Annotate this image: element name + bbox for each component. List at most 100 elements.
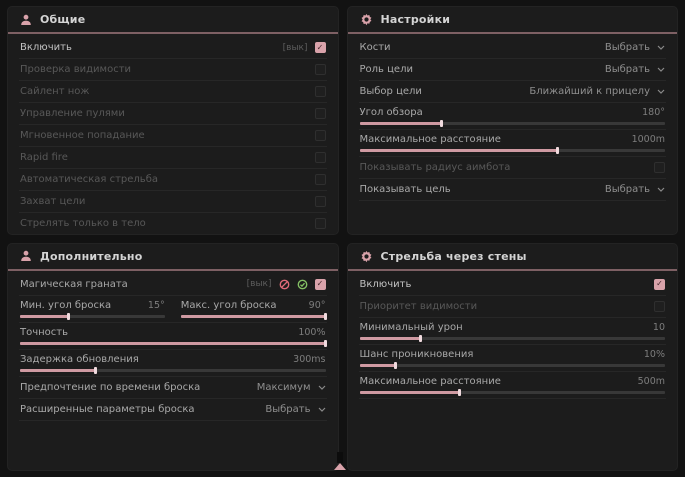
slider-fill (20, 366, 98, 374)
slider-value: 10% (643, 348, 665, 360)
slider-row-penetration: Шанс проникновения 10% (358, 345, 666, 372)
visibility-check-checkbox[interactable]: ✓ (314, 64, 326, 75)
body-only-checkbox[interactable]: ✓ (314, 218, 326, 229)
rapid-fire-checkbox[interactable]: ✓ (314, 152, 326, 163)
slider-row-max-distance: Максимальное расстояние 1000m (358, 130, 666, 157)
slider-value: 15° (147, 299, 165, 311)
advanced-throw-dropdown[interactable]: Выбрать (265, 404, 325, 415)
slash-circle-icon[interactable] (279, 279, 290, 290)
slider-row-fov: Угол обзора 180° (358, 103, 666, 130)
check-icon: ✓ (316, 279, 324, 288)
chevron-down-icon (657, 187, 665, 192)
auto-fire-checkbox[interactable]: ✓ (314, 174, 326, 185)
slider-col-min-angle: Мин. угол броска 15° (20, 299, 165, 320)
throw-time-dropdown[interactable]: Максимум (257, 382, 326, 393)
magic-grenade-checkbox[interactable]: ✓ (314, 278, 326, 290)
dropdown-value: Выбрать (604, 42, 650, 53)
chevron-down-icon (318, 407, 325, 412)
silent-knife-checkbox[interactable]: ✓ (314, 86, 326, 97)
bullet-control-checkbox[interactable]: ✓ (314, 108, 326, 119)
target-role-dropdown[interactable]: Выбрать (605, 64, 665, 75)
dropdown-value: Максимум (256, 381, 311, 393)
slider-fill (359, 334, 422, 342)
gear-icon (360, 13, 373, 26)
row-label: Шанс проникновения (359, 348, 474, 360)
dropdown-row-target-select: Выбор цели Ближайший к прицелу (358, 81, 666, 103)
wallbang-max-distance-slider[interactable] (359, 388, 665, 396)
slider-row-min-damage: Минимальный урон 10 (358, 318, 666, 345)
cursor-stem (337, 452, 343, 463)
slider-fill (359, 361, 397, 369)
row-label: Управление пулями (20, 108, 125, 119)
accuracy-slider[interactable] (20, 339, 326, 347)
row-label: Минимальный урон (359, 321, 463, 333)
toggle-row-enable: Включить [вык] ✓ (19, 37, 327, 59)
row-label: Автоматическая стрельба (20, 174, 158, 185)
slider-value: 300ms (293, 353, 326, 365)
toggle-row-visibility-check: Проверка видимости ✓ (19, 59, 327, 81)
row-label: Расширенные параметры броска (20, 403, 195, 415)
toggle-row-instant-hit: Мгновенное попадание ✓ (19, 125, 327, 147)
row-label: Включить (20, 42, 72, 53)
max-distance-slider[interactable] (359, 147, 665, 154)
dropdown-row-target-role: Роль цели Выбрать (358, 59, 666, 81)
dual-slider-row-throw-angles: Мин. угол броска 15° Макс. угол броска 9… (19, 296, 327, 323)
check-icon: ✓ (656, 279, 663, 288)
chevron-down-icon (657, 89, 665, 94)
panel-title: Стрельба через стены (380, 249, 527, 263)
show-target-dropdown[interactable]: Выбрать (605, 184, 665, 195)
min-angle-slider[interactable] (20, 312, 165, 320)
row-label: Точность (20, 326, 69, 338)
fov-slider[interactable] (359, 120, 665, 127)
person-icon (20, 14, 32, 26)
update-delay-slider[interactable] (20, 366, 326, 374)
bones-dropdown[interactable]: Выбрать (605, 42, 665, 53)
toggle-row-magic-grenade: Магическая граната [вык] ✓ (19, 274, 327, 296)
chevron-down-icon (657, 45, 665, 50)
toggle-row-show-radius: Показывать радиус аимбота ✓ (358, 157, 666, 179)
toggle-row-auto-fire: Автоматическая стрельба ✓ (19, 169, 327, 191)
toggle-row-visibility-priority: Приоритет видимости ✓ (358, 296, 666, 318)
slider-col-max-angle: Макс. угол броска 90° (180, 300, 327, 320)
row-label: Показывать цель (359, 184, 451, 195)
person-icon (20, 250, 32, 262)
panel-additional: Дополнительно Магическая граната [вык] ✓ (7, 242, 339, 471)
slider-fill (359, 120, 444, 127)
cursor-indicator (334, 463, 346, 470)
slider-row-wallbang-max-distance: Максимальное расстояние 500m (358, 372, 666, 399)
instant-hit-checkbox[interactable]: ✓ (314, 130, 326, 141)
target-lock-checkbox[interactable]: ✓ (314, 196, 326, 207)
dropdown-value: Выбрать (265, 403, 311, 415)
row-label: Максимальное расстояние (359, 375, 501, 387)
panel-title: Настройки (380, 13, 451, 26)
row-label: Стрелять только в тело (20, 218, 146, 229)
enable-checkbox[interactable]: ✓ (314, 42, 326, 53)
slider-fill (359, 388, 462, 396)
row-label: Приоритет видимости (359, 300, 478, 312)
slider-value: 180° (642, 107, 665, 118)
penetration-slider[interactable] (359, 361, 665, 369)
slider-value: 100% (298, 326, 326, 338)
wallbang-enable-checkbox[interactable]: ✓ (654, 278, 665, 290)
row-label: Максимальное расстояние (359, 134, 501, 145)
toggle-row-silent-knife: Сайлент нож ✓ (19, 81, 327, 103)
dropdown-value: Выбрать (604, 64, 650, 75)
row-label: Захват цели (20, 196, 86, 207)
panel-title: Общие (40, 13, 86, 26)
row-label: Мин. угол броска (20, 299, 112, 311)
panel-wallbang: Стрельба через стены Включить ✓ Приорите… (346, 242, 678, 471)
max-angle-slider[interactable] (180, 312, 327, 320)
show-radius-checkbox[interactable]: ✓ (654, 162, 665, 173)
row-label: Предпочтение по времени броска (20, 381, 201, 393)
min-damage-slider[interactable] (359, 334, 665, 342)
hotkey-tag: [вык] (282, 42, 308, 53)
row-label: Магическая граната (20, 278, 128, 290)
dropdown-value: Выбрать (604, 184, 650, 195)
check-circle-icon[interactable] (297, 279, 308, 290)
target-select-dropdown[interactable]: Ближайший к прицелу (529, 86, 665, 97)
visibility-priority-checkbox[interactable]: ✓ (654, 300, 665, 312)
row-label: Роль цели (359, 64, 413, 75)
slider-row-update-delay: Задержка обновления 300ms (19, 350, 327, 377)
row-label: Кости (359, 42, 391, 53)
